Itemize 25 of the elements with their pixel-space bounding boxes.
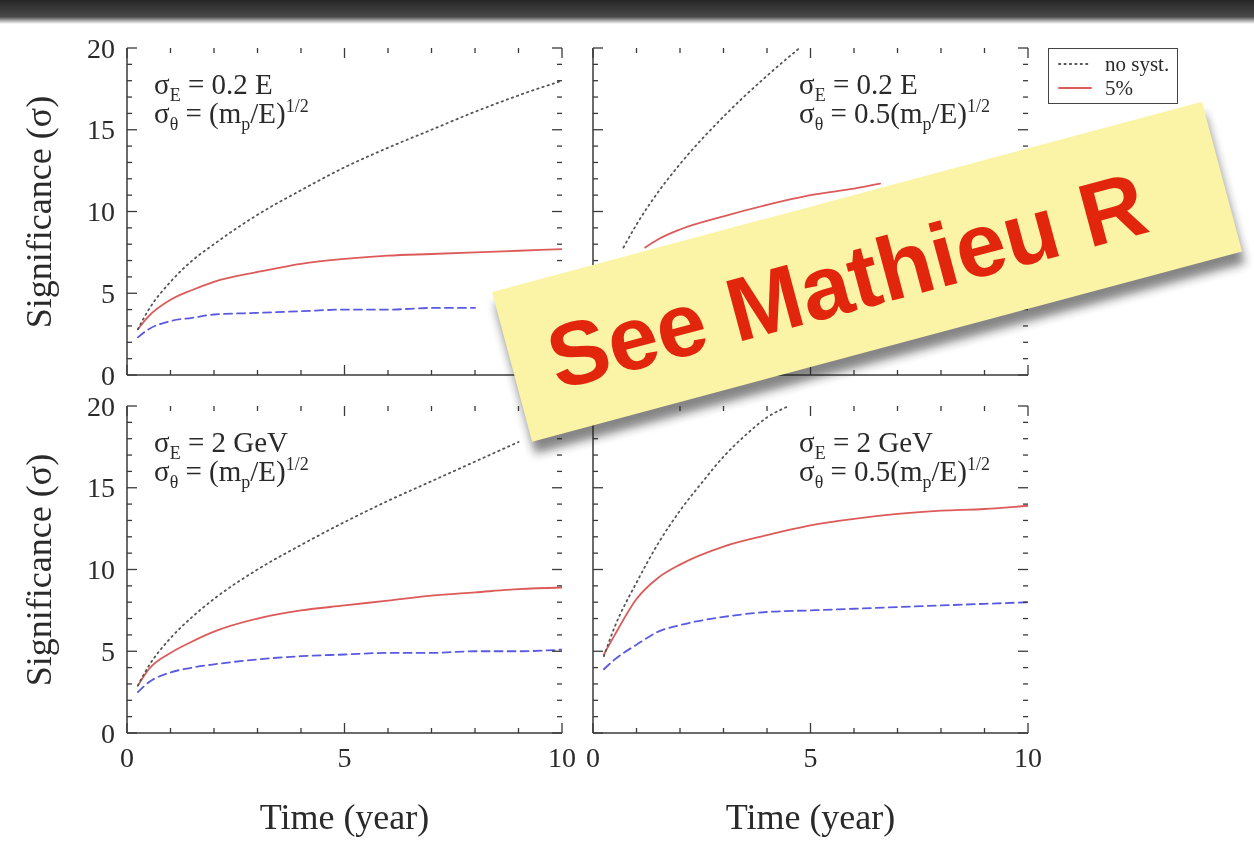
y-tick-label: 5: [101, 635, 115, 667]
line-series: [136, 586, 562, 687]
legend-label: no syst.: [1105, 51, 1170, 77]
x-axis-title: Time (year): [258, 796, 431, 839]
y-tick-label: 5: [101, 277, 115, 309]
legend-label: 5%: [1105, 75, 1133, 101]
y-tick-label: 15: [87, 472, 115, 504]
x-tick-label: 0: [586, 741, 600, 773]
x-axis-title: Time (year): [724, 796, 897, 839]
y-tick-label: 10: [87, 196, 115, 227]
x-tick-label: 10: [1014, 741, 1042, 773]
y-tick-label: 20: [87, 32, 115, 64]
y-tick-label: 0: [101, 359, 115, 391]
y-axis-title: Significance (σ): [17, 94, 60, 330]
x-tick-label: 5: [337, 741, 352, 773]
y-tick-label: 10: [87, 554, 115, 585]
y-tick-label: 0: [101, 717, 115, 749]
x-tick-label: 5: [803, 741, 818, 773]
annotation: See Mathieu R: [536, 152, 1157, 409]
line-series: [136, 307, 476, 339]
x-tick-label: 10: [548, 741, 576, 773]
y-tick-label: 20: [87, 390, 115, 422]
line-series: [136, 648, 562, 694]
y-tick-label: 15: [87, 114, 115, 146]
y-axis-title: Significance (σ): [17, 452, 60, 688]
